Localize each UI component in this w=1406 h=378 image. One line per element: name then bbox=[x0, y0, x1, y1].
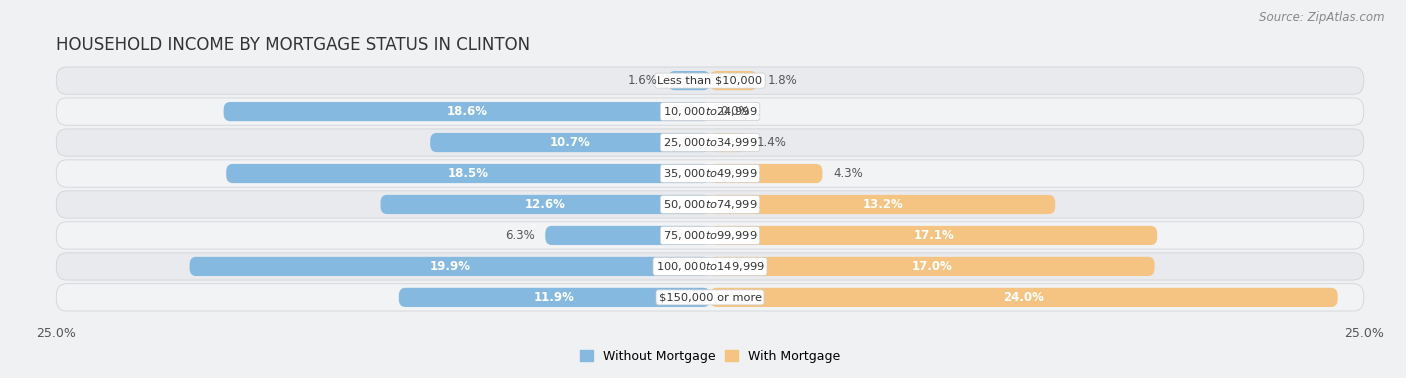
FancyBboxPatch shape bbox=[710, 226, 1157, 245]
Text: Less than $10,000: Less than $10,000 bbox=[658, 76, 762, 85]
FancyBboxPatch shape bbox=[56, 160, 1364, 187]
Text: HOUSEHOLD INCOME BY MORTGAGE STATUS IN CLINTON: HOUSEHOLD INCOME BY MORTGAGE STATUS IN C… bbox=[56, 36, 530, 54]
FancyBboxPatch shape bbox=[710, 195, 1056, 214]
FancyBboxPatch shape bbox=[56, 284, 1364, 311]
Text: 11.9%: 11.9% bbox=[534, 291, 575, 304]
FancyBboxPatch shape bbox=[668, 71, 710, 90]
FancyBboxPatch shape bbox=[430, 133, 710, 152]
Text: 12.6%: 12.6% bbox=[524, 198, 565, 211]
Text: Source: ZipAtlas.com: Source: ZipAtlas.com bbox=[1260, 11, 1385, 24]
FancyBboxPatch shape bbox=[56, 191, 1364, 218]
FancyBboxPatch shape bbox=[710, 133, 747, 152]
Text: 19.9%: 19.9% bbox=[429, 260, 471, 273]
FancyBboxPatch shape bbox=[710, 164, 823, 183]
FancyBboxPatch shape bbox=[710, 71, 756, 90]
Text: 17.1%: 17.1% bbox=[914, 229, 955, 242]
FancyBboxPatch shape bbox=[56, 98, 1364, 125]
Text: 0.0%: 0.0% bbox=[720, 105, 751, 118]
Text: $50,000 to $74,999: $50,000 to $74,999 bbox=[662, 198, 758, 211]
FancyBboxPatch shape bbox=[381, 195, 710, 214]
Text: $100,000 to $149,999: $100,000 to $149,999 bbox=[655, 260, 765, 273]
Text: $35,000 to $49,999: $35,000 to $49,999 bbox=[662, 167, 758, 180]
Text: 1.4%: 1.4% bbox=[756, 136, 787, 149]
FancyBboxPatch shape bbox=[56, 222, 1364, 249]
Text: $10,000 to $24,999: $10,000 to $24,999 bbox=[662, 105, 758, 118]
Text: 1.6%: 1.6% bbox=[628, 74, 658, 87]
Text: $25,000 to $34,999: $25,000 to $34,999 bbox=[662, 136, 758, 149]
Text: 24.0%: 24.0% bbox=[1004, 291, 1045, 304]
FancyBboxPatch shape bbox=[399, 288, 710, 307]
Text: 18.5%: 18.5% bbox=[447, 167, 489, 180]
FancyBboxPatch shape bbox=[546, 226, 710, 245]
Legend: Without Mortgage, With Mortgage: Without Mortgage, With Mortgage bbox=[575, 345, 845, 368]
Text: 10.7%: 10.7% bbox=[550, 136, 591, 149]
FancyBboxPatch shape bbox=[224, 102, 710, 121]
FancyBboxPatch shape bbox=[56, 67, 1364, 94]
FancyBboxPatch shape bbox=[710, 257, 1154, 276]
Text: 17.0%: 17.0% bbox=[912, 260, 953, 273]
Text: 6.3%: 6.3% bbox=[505, 229, 534, 242]
Text: 13.2%: 13.2% bbox=[862, 198, 903, 211]
Text: 18.6%: 18.6% bbox=[446, 105, 488, 118]
FancyBboxPatch shape bbox=[190, 257, 710, 276]
FancyBboxPatch shape bbox=[710, 288, 1337, 307]
FancyBboxPatch shape bbox=[56, 253, 1364, 280]
Text: $75,000 to $99,999: $75,000 to $99,999 bbox=[662, 229, 758, 242]
FancyBboxPatch shape bbox=[56, 129, 1364, 156]
Text: 4.3%: 4.3% bbox=[832, 167, 863, 180]
Text: $150,000 or more: $150,000 or more bbox=[658, 293, 762, 302]
Text: 1.8%: 1.8% bbox=[768, 74, 797, 87]
FancyBboxPatch shape bbox=[226, 164, 710, 183]
